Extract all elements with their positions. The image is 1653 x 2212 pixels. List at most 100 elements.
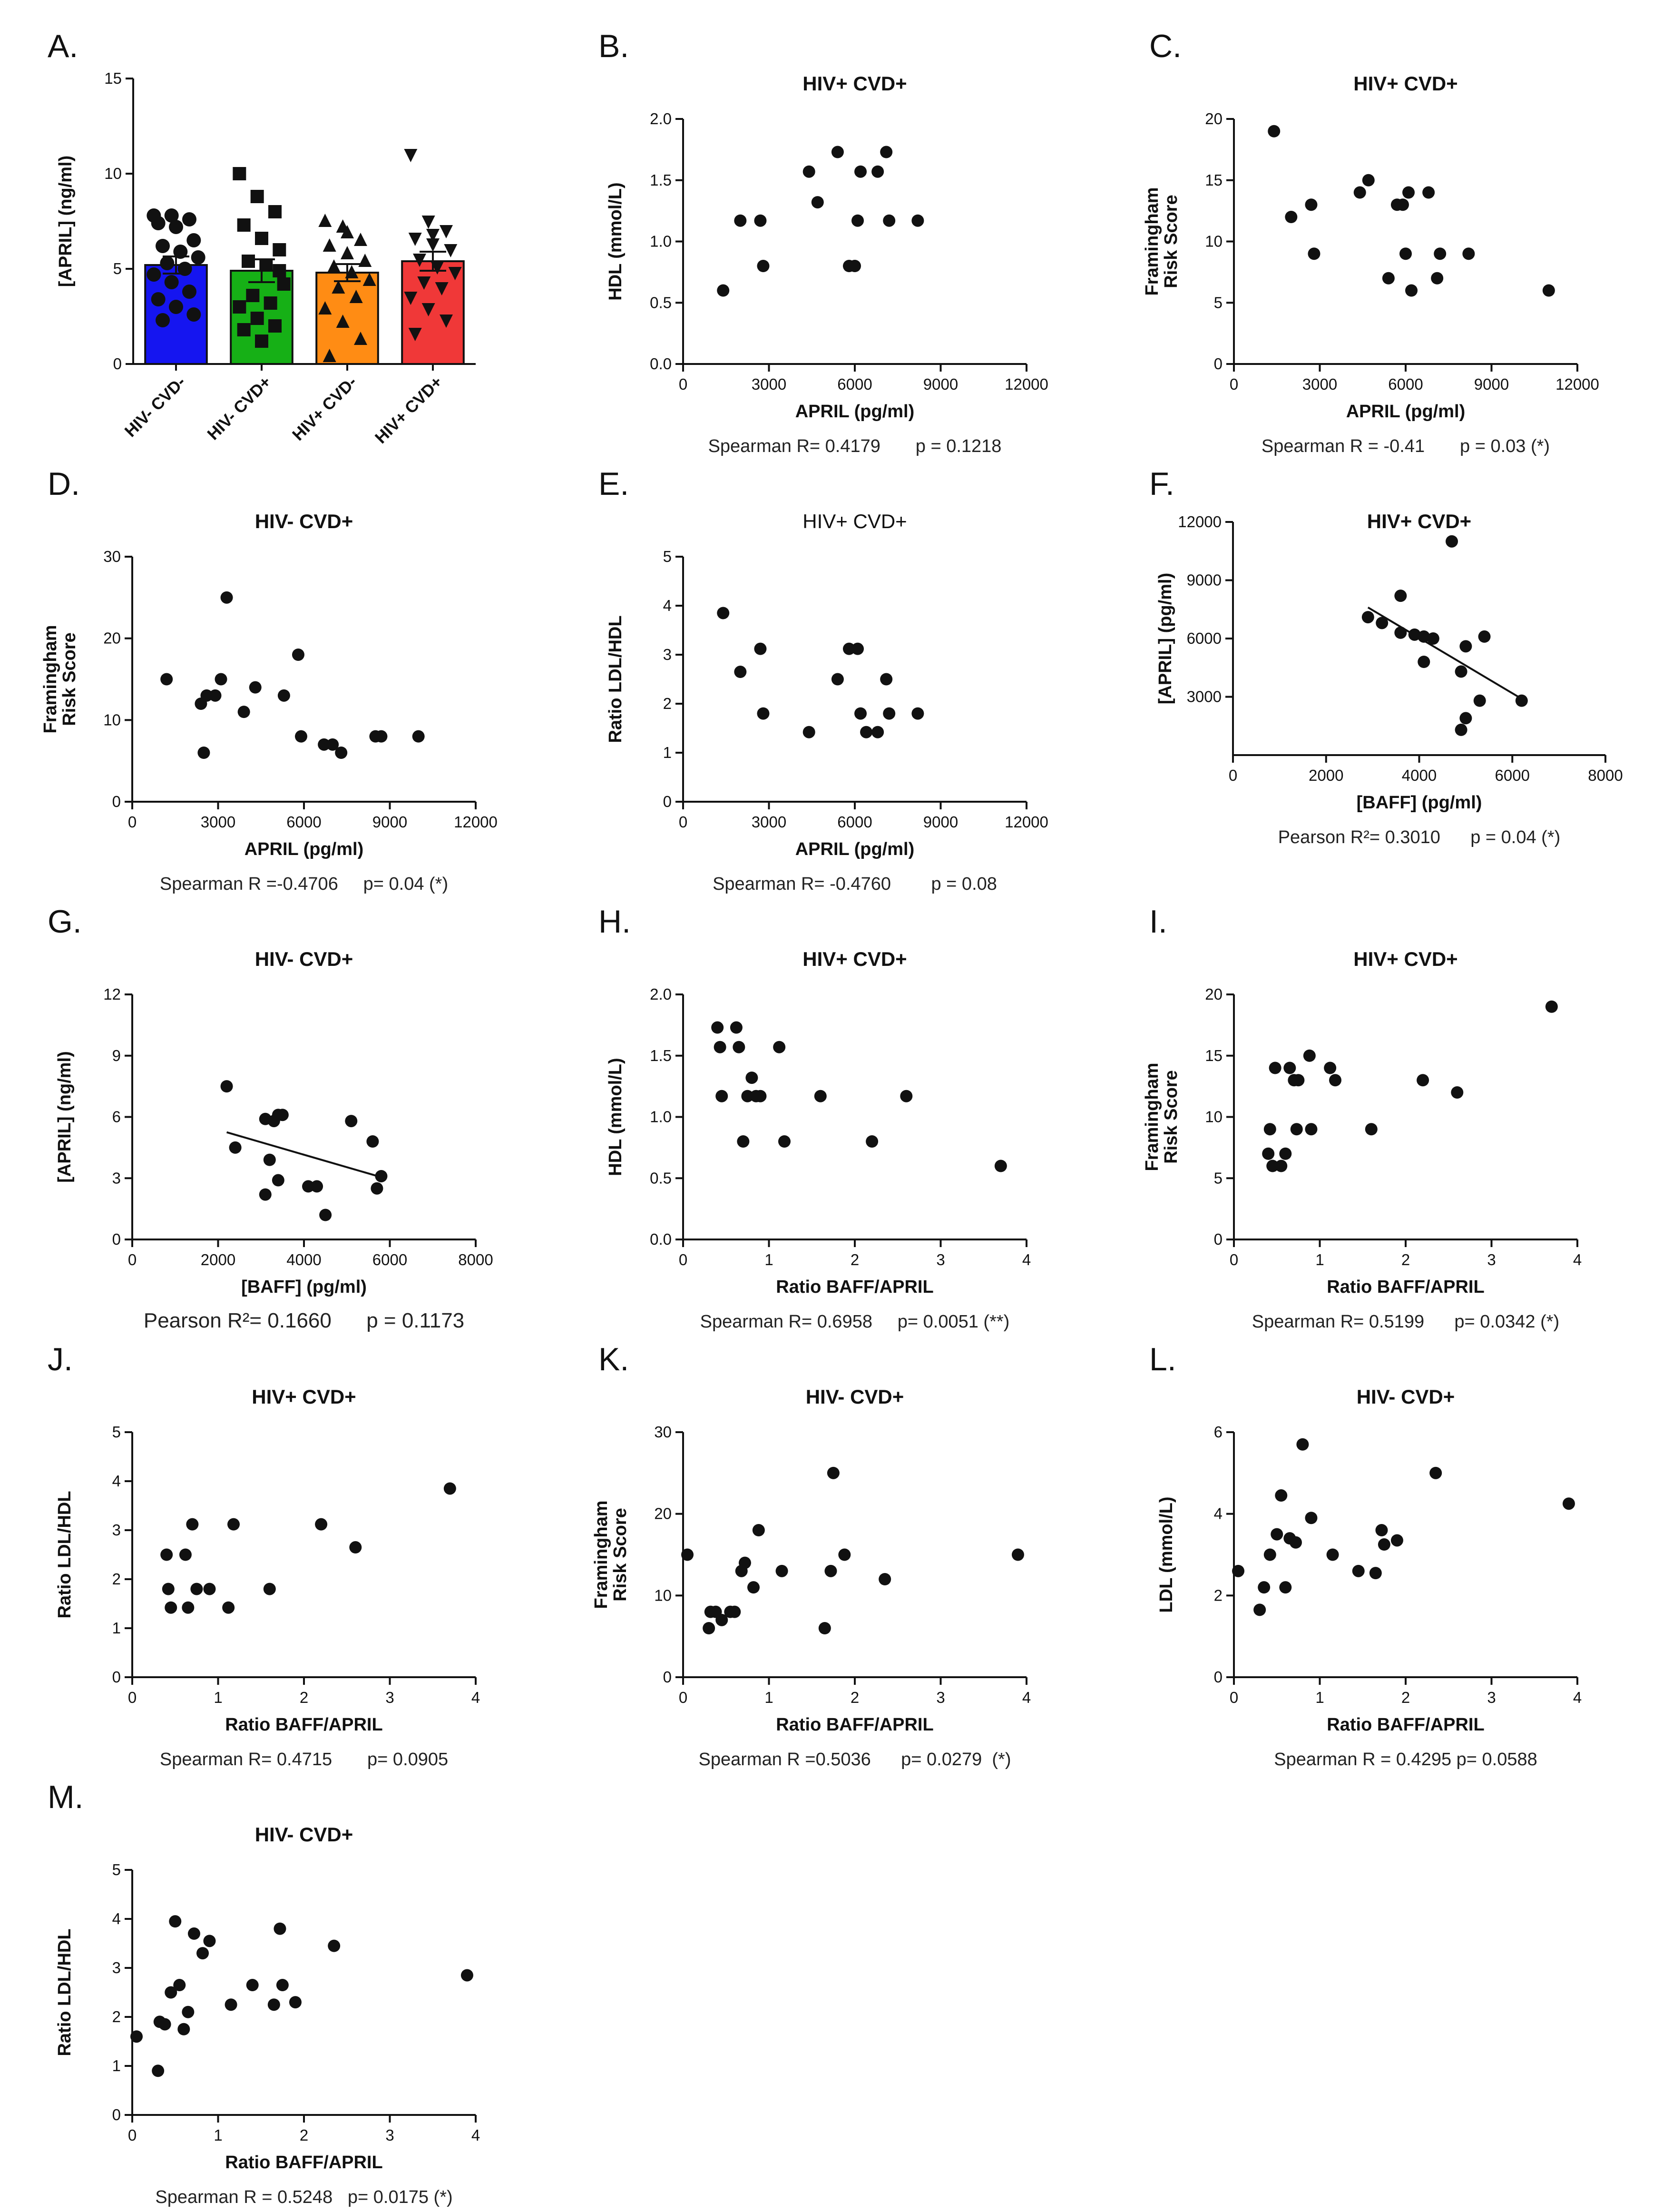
data-point — [1459, 712, 1472, 725]
y-tick-label: 5 — [113, 260, 122, 277]
data-point — [408, 233, 422, 246]
x-tick-label: 12000 — [1005, 375, 1048, 393]
data-point — [851, 642, 864, 655]
panel-letter: F. — [1149, 466, 1174, 502]
x-tick-label: 3000 — [752, 813, 786, 831]
y-axis-label: HDL (mmol/L) — [606, 182, 626, 300]
x-tick-label: 0 — [128, 2126, 137, 2144]
category-tick-label: HIV+ CVD- — [289, 373, 361, 444]
chart-title: HIV- CVD+ — [806, 1386, 904, 1408]
data-point — [273, 264, 286, 277]
x-tick-label: 0 — [679, 813, 687, 831]
panel-a: A. 0 5 10 15 [APRIL] (ng/ml) HIV- CVD- HIV- CVD… — [0, 0, 551, 447]
data-point — [1290, 1123, 1303, 1136]
y-axis-label-line: Risk Score — [610, 1508, 630, 1601]
data-point — [1405, 284, 1418, 297]
data-point — [345, 1115, 358, 1128]
panel-i-svg: I. HIV+ CVD+ 0 5 10 15 20 FraminghamRisk Score 0… — [1142, 904, 1582, 1332]
y-tick-label: 1 — [112, 2057, 121, 2074]
data-point — [814, 1090, 827, 1102]
y-tick-label: 0.0 — [650, 355, 672, 373]
data-point — [824, 1564, 837, 1577]
x-tick-label: 0 — [1230, 1689, 1238, 1706]
data-point — [1369, 1567, 1382, 1580]
panel-k-svg: K. HIV- CVD+ 0 10 20 30 FraminghamRisk Score 0 1… — [591, 1341, 1031, 1770]
y-tick-label: 5 — [1214, 1169, 1223, 1187]
data-point — [421, 303, 435, 316]
x-tick-label: 4 — [471, 2126, 480, 2144]
y-tick-label: 2 — [112, 1570, 121, 1588]
data-point — [1390, 1534, 1403, 1547]
y-tick-label: 6 — [1214, 1423, 1223, 1441]
x-tick-label: 12000 — [1555, 375, 1599, 393]
y-axis-label: FraminghamRisk Score — [591, 1500, 630, 1609]
data-point — [747, 1581, 760, 1594]
y-tick-label: 6 — [112, 1108, 121, 1126]
data-point — [1268, 125, 1281, 138]
y-axis-label: HDL (mmol/L) — [606, 1058, 626, 1176]
data-point — [319, 1209, 332, 1221]
y-tick-label: 10 — [654, 1586, 672, 1604]
data-point — [1305, 1512, 1318, 1524]
data-point — [911, 214, 924, 227]
data-point — [1253, 1603, 1266, 1616]
data-point — [187, 1927, 200, 1940]
x-tick-label: 1 — [1315, 1689, 1324, 1706]
y-axis-label: FraminghamRisk Score — [1142, 1062, 1181, 1171]
data-point — [994, 1160, 1007, 1172]
x-axis-label: Ratio BAFF/APRIL — [225, 1715, 382, 1735]
y-tick-label: 2.0 — [650, 985, 672, 1003]
x-axis-label: APRIL (pg/ml) — [245, 839, 364, 859]
y-tick-label: 4 — [112, 1472, 121, 1490]
data-point — [734, 214, 747, 227]
data-point — [209, 689, 222, 702]
panel-l-svg: L. HIV- CVD+ 0 2 4 6 LDL (mmol/L) 0 1 2 3 4 Ratio BA… — [1149, 1341, 1582, 1770]
y-axis-label-line: Framingham — [40, 625, 60, 733]
chart-title: HIV- CVD+ — [255, 1823, 353, 1846]
data-point — [1305, 198, 1318, 211]
data-point — [311, 1180, 323, 1193]
panel-j: J. HIV+ CVD+ 0 1 2 3 4 5 Ratio LDL/HDL 0 1 2 3 4 Ratio… — [0, 1313, 551, 1770]
data-point — [255, 232, 268, 245]
x-tick-label: 0 — [1230, 1251, 1238, 1268]
panel-letter: L. — [1149, 1341, 1176, 1377]
y-tick-label: 3 — [663, 646, 672, 663]
data-point — [246, 289, 260, 302]
y-tick-label: 0 — [112, 1668, 121, 1686]
data-point — [186, 1518, 199, 1531]
data-point — [326, 738, 339, 751]
data-point — [444, 244, 458, 257]
data-point — [1459, 640, 1472, 653]
x-tick-label: 6000 — [286, 813, 321, 831]
data-point — [871, 726, 884, 738]
data-point — [318, 738, 331, 751]
panel-letter: B. — [598, 28, 629, 64]
data-point — [1279, 1147, 1292, 1160]
data-point — [860, 726, 873, 738]
panel-letter: I. — [1149, 904, 1167, 940]
data-point — [1562, 1497, 1575, 1510]
data-point — [250, 312, 264, 325]
panel-j-svg: J. HIV+ CVD+ 0 1 2 3 4 5 Ratio LDL/HDL 0 1 2 3 4 Ratio… — [48, 1341, 480, 1770]
data-point — [227, 1518, 240, 1531]
category-tick-label: HIV+ CVD+ — [372, 373, 446, 447]
data-point — [152, 2065, 165, 2077]
panel-b: B. HIV+ CVD+ 0.0 0.5 1.0 1.5 2.0 HDL (mmol/L) 0 3… — [551, 0, 1102, 456]
data-point — [156, 313, 170, 327]
x-axis-label: APRIL (pg/ml) — [1346, 402, 1466, 422]
x-tick-label: 6000 — [837, 375, 872, 393]
panel-g: G. HIV- CVD+ 0 3 6 9 12 [APRIL] (ng/ml) 0 2000 400… — [0, 875, 551, 1332]
data-point — [754, 642, 767, 655]
y-tick-label: 0 — [112, 2106, 121, 2124]
data-point — [911, 707, 924, 720]
y-tick-label: 10 — [103, 711, 121, 728]
data-point — [1399, 247, 1412, 260]
panel-letter: J. — [48, 1341, 73, 1377]
y-axis-label-line: Framingham — [1142, 187, 1162, 295]
data-point — [728, 1605, 741, 1618]
data-point — [404, 292, 418, 305]
data-point — [341, 246, 354, 259]
y-axis-label-line: Risk Score — [59, 632, 79, 726]
data-point — [849, 260, 861, 272]
data-point — [332, 280, 345, 294]
